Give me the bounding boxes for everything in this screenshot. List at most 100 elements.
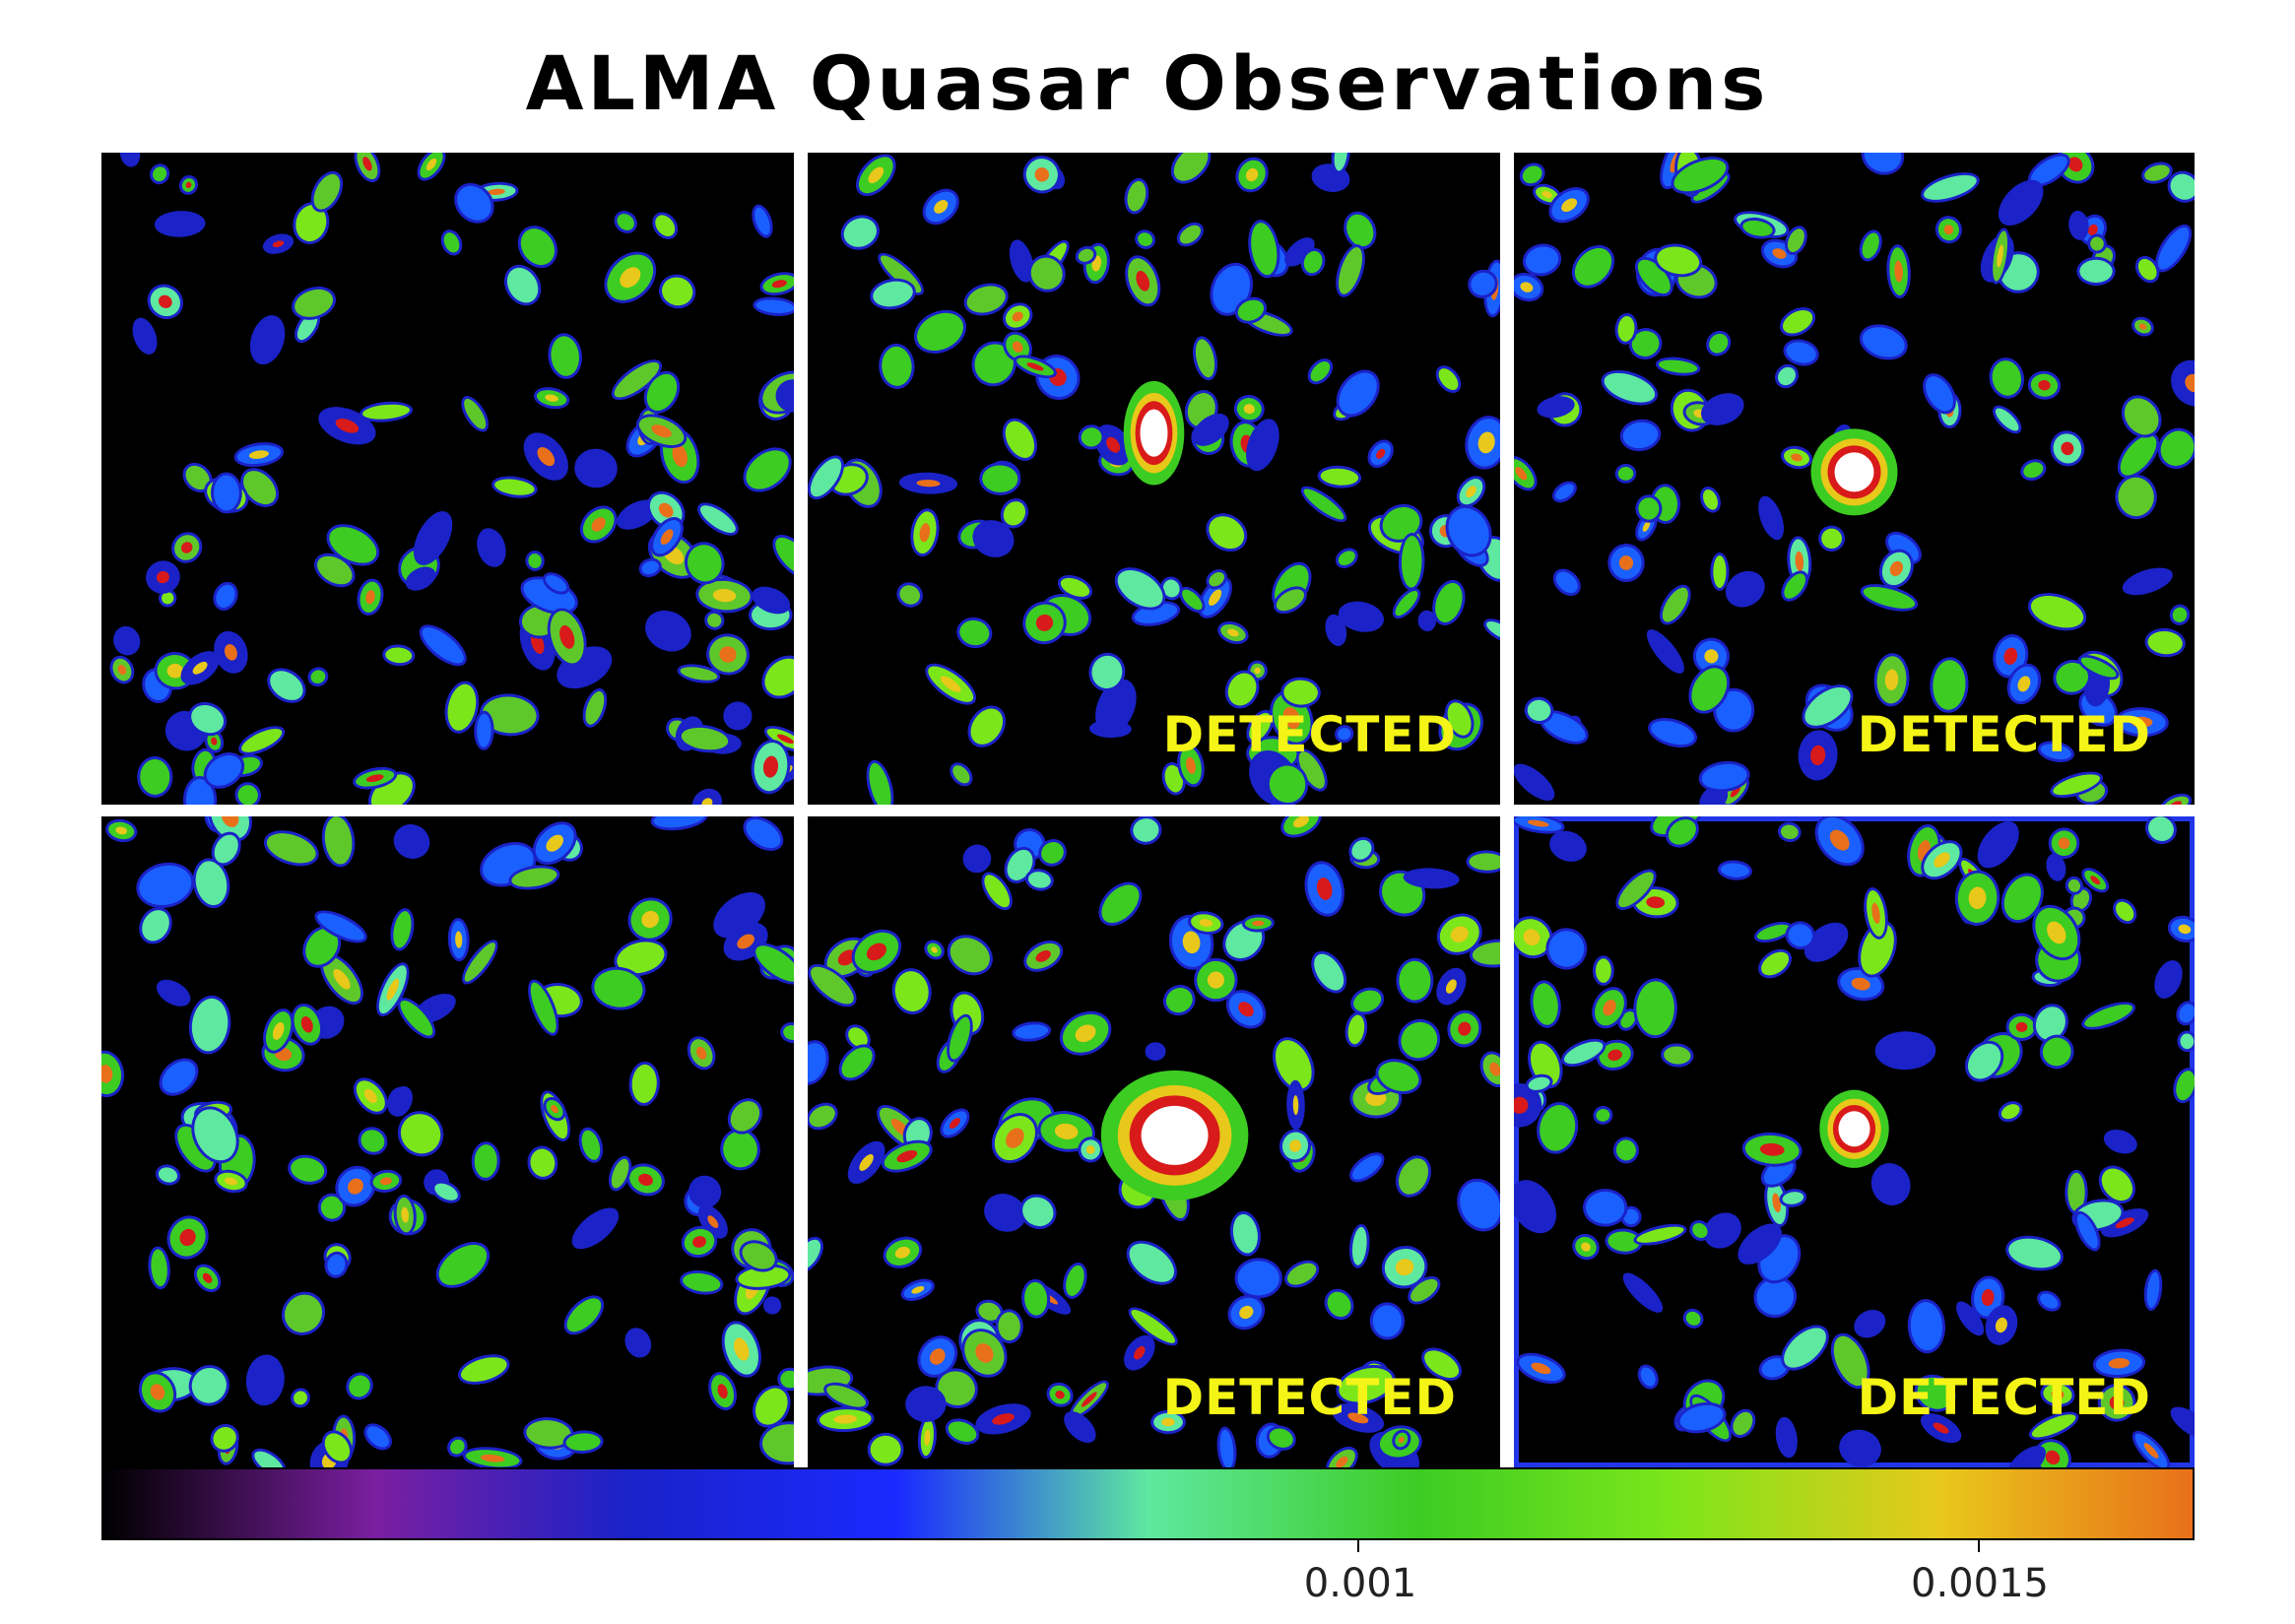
noise-blob: [1124, 177, 1149, 215]
noise-blob: [1802, 684, 1854, 729]
noise-blob: [543, 1096, 566, 1122]
noise-blob: [324, 1251, 349, 1278]
noise-blob: [2159, 793, 2193, 805]
noise-blob: [1930, 657, 1969, 713]
noise-blob: [1921, 840, 1963, 880]
noise-blob: [1069, 1380, 1109, 1419]
noise-blob: [137, 755, 173, 798]
noise-blob: [1583, 1188, 1628, 1227]
noise-blob: [139, 907, 172, 944]
noise-blob: [910, 508, 940, 557]
noise-blob: [314, 552, 356, 588]
noise-blob: [706, 633, 750, 676]
noise-blob: [2143, 1268, 2163, 1311]
noise-blob: [1078, 1137, 1104, 1163]
noise-blob: [1436, 967, 1467, 1006]
noise-blob: [646, 490, 686, 530]
noise-blob: [643, 370, 681, 415]
noise-blob: [1622, 1272, 1664, 1313]
noise-blob: [1954, 870, 2000, 926]
noise-blob: [851, 929, 902, 974]
noise-blob: [2098, 1165, 2136, 1204]
noise-blob: [1398, 533, 1425, 591]
noise-blob: [1159, 576, 1183, 601]
colorbar-tick: [1357, 1538, 1359, 1552]
noise-blob: [109, 655, 135, 684]
noise-blob: [1300, 486, 1347, 523]
noise-blob: [1023, 940, 1064, 972]
noise-blob: [1870, 1163, 1911, 1205]
noise-blob: [1246, 419, 1279, 472]
noise-blob: [1038, 839, 1067, 867]
noise-blob: [547, 608, 587, 667]
noise-blob: [363, 1423, 392, 1451]
noise-blob: [1607, 544, 1645, 582]
noise-blob: [1514, 272, 1544, 302]
noise-blob: [527, 1145, 558, 1180]
noise-blob: [2065, 1169, 2088, 1215]
noise-blob: [638, 557, 662, 578]
panel-grid: DETECTED DETECTED DETECTED DETECTED: [101, 153, 2195, 1467]
noise-blob: [1350, 987, 1385, 1015]
noise-map: [1514, 153, 2195, 805]
noise-blob: [1654, 243, 1703, 278]
quasar-panel-6: DETECTED: [1514, 816, 2195, 1467]
noise-blob: [891, 968, 932, 1015]
noise-blob: [1469, 939, 1500, 968]
detected-label: DETECTED: [1162, 1369, 1457, 1426]
noise-blob: [1998, 179, 2044, 227]
noise-blob: [1000, 498, 1029, 529]
noise-blob: [2131, 1430, 2171, 1467]
noise-blob: [1194, 957, 1238, 1003]
noise-blob: [896, 582, 924, 608]
noise-blob: [1304, 861, 1344, 917]
noise-blob: [214, 630, 248, 674]
noise-blob: [855, 154, 896, 197]
noise-blob: [1689, 1220, 1711, 1241]
noise-blob: [1456, 476, 1486, 508]
noise-blob: [1775, 1416, 1798, 1459]
noise-blob: [1985, 1305, 2018, 1345]
noise-blob: [1739, 217, 1776, 239]
noise-blob: [479, 693, 540, 737]
noise-blob: [1779, 307, 1816, 337]
noise-blob: [1479, 1051, 1500, 1087]
noise-blob: [1703, 1212, 1741, 1249]
noise-blob: [924, 940, 945, 960]
noise-blob: [1552, 568, 1581, 597]
noise-blob: [178, 174, 199, 195]
noise-blob: [2155, 224, 2193, 273]
noise-blob: [1273, 586, 1307, 615]
noise-blob: [721, 1321, 761, 1378]
noise-blob: [883, 1236, 923, 1268]
noise-blob: [962, 844, 992, 874]
noise-blob: [753, 296, 794, 316]
noise-blob: [382, 644, 416, 667]
noise-blob: [1783, 339, 1819, 366]
noise-blob: [753, 942, 794, 985]
noise-blob: [1022, 156, 1061, 194]
noise-blob: [2006, 663, 2042, 705]
noise-blob: [543, 572, 570, 595]
noise-blob: [211, 831, 241, 867]
noise-blob: [156, 979, 191, 1007]
noise-blob: [614, 211, 637, 233]
noise-blob: [1114, 567, 1166, 611]
noise-blob: [681, 1225, 718, 1259]
quasar-panel-5: DETECTED: [808, 816, 1500, 1467]
noise-blob: [956, 617, 993, 649]
noise-blob: [1398, 1018, 1441, 1062]
noise-blob: [1170, 153, 1212, 184]
noise-blob: [753, 1385, 791, 1428]
noise-blob: [525, 551, 545, 571]
noise-blob: [1784, 226, 1807, 255]
noise-blob: [1468, 269, 1498, 298]
noise-blob: [321, 1430, 354, 1464]
noise-blob: [1779, 1189, 1807, 1207]
noise-map: [808, 153, 1500, 805]
noise-blob: [171, 532, 203, 563]
noise-blob: [1432, 579, 1466, 625]
noise-blob: [2040, 1381, 2075, 1407]
noise-blob: [1307, 358, 1334, 385]
noise-blob: [474, 710, 494, 750]
